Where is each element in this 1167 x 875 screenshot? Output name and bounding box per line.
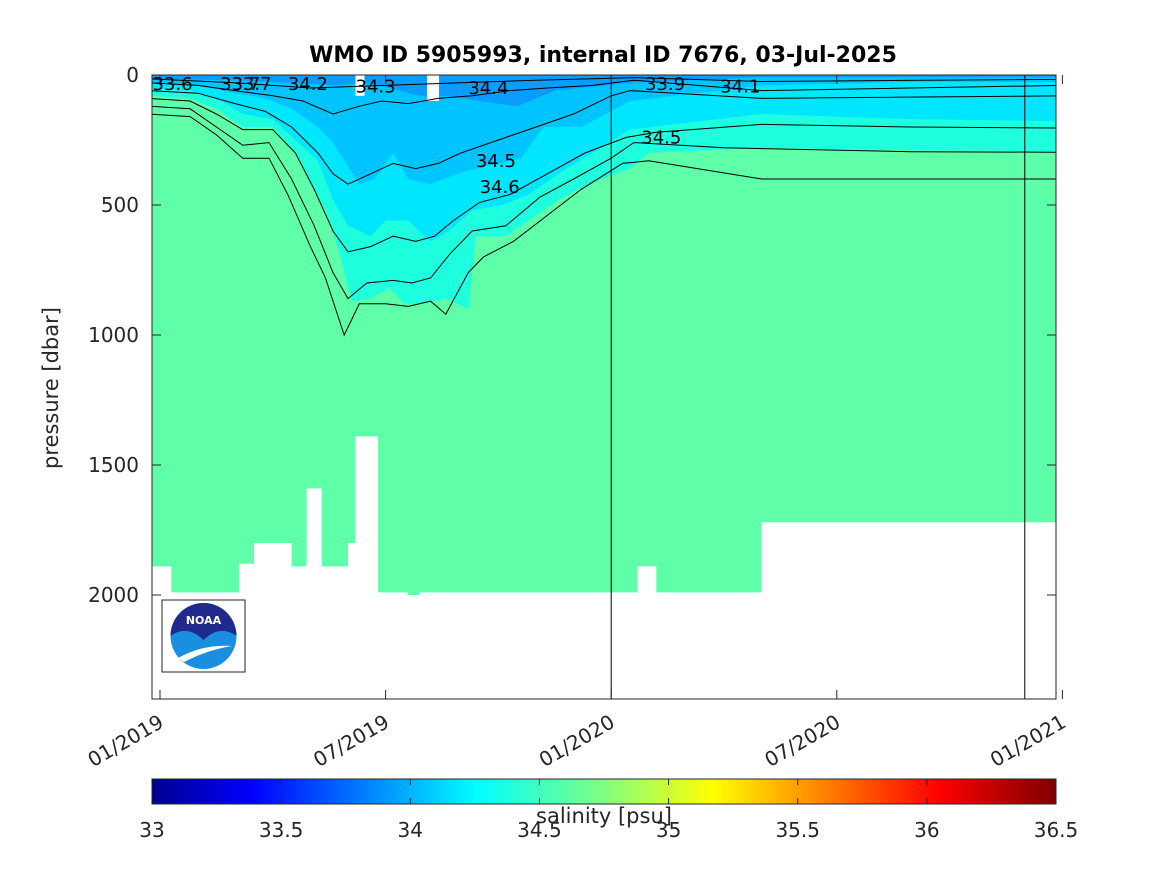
x-tick-label: 01/2021 (986, 710, 1070, 772)
contour-label: 34.6 (480, 177, 520, 198)
contour-label: 33.7 (231, 74, 271, 95)
colorbar-tick-label: 36 (914, 818, 939, 842)
salinity-fill-regions (152, 75, 1056, 595)
x-tick-label: 07/2019 (309, 710, 393, 772)
colorbar-tick-label: 35 (656, 818, 681, 842)
plot-frame (151, 74, 1057, 700)
y-tick-label: 1000 (88, 323, 139, 347)
profile-gap-lines (610, 75, 1026, 699)
contour-labels: 33.6 33.733.7 34.2 34.3 34.4 34.5 34.5 34.6 33.9… (152, 74, 760, 198)
y-tick-label: 1500 (88, 453, 139, 477)
contour-line (152, 98, 1056, 253)
colorbar-gradient (151, 778, 1057, 805)
colorbar-tick-label: 33.5 (259, 818, 304, 842)
x-tick-label: 01/2020 (535, 710, 619, 772)
colorbar-label: salinity [psu] (536, 804, 672, 828)
contour-line (152, 90, 1056, 185)
contour-label: 33.7 (220, 74, 260, 95)
gap-surface-b (426, 75, 439, 101)
y-tick-label: 0 (126, 63, 139, 87)
y-axis: 0 500 1000 1500 2000 (88, 63, 1056, 607)
contour-label: 33.9 (645, 74, 685, 95)
colorbar: 33 33.5 34 34.5 35 35.5 36 36.5 salinity [psu] (139, 778, 1078, 842)
logo-gull (178, 645, 232, 662)
noaa-logo: NOAA (161, 599, 246, 673)
contour-label: 34.5 (641, 128, 681, 149)
contour-line (152, 105, 1056, 300)
colorbar-tick-label: 36.5 (1034, 818, 1079, 842)
x-tick-label: 07/2020 (760, 710, 844, 772)
contour-line (152, 79, 1056, 115)
y-tick-label: 500 (101, 193, 139, 217)
plot-area (152, 75, 1056, 699)
colorbar-tick-label: 34.5 (517, 818, 562, 842)
colorbar-tick-label: 34 (398, 818, 423, 842)
colorbar-tick-label: 33 (139, 818, 164, 842)
y-tick-label: 2000 (88, 583, 139, 607)
x-tick-label: 01/2019 (84, 710, 168, 772)
contour-label: 34.2 (288, 74, 328, 95)
contour-label: 34.1 (720, 77, 760, 98)
gap-surface-a (355, 75, 365, 96)
contour-label: 34.3 (356, 77, 396, 98)
y-axis-label: pressure [dbar] (39, 307, 63, 469)
contour-label: 33.6 (152, 74, 192, 95)
contour-line (152, 113, 1056, 337)
fill-34-1 (152, 75, 1056, 107)
logo-top (170, 603, 237, 640)
chart-title: WMO ID 5905993, internal ID 7676, 03-Jul… (309, 43, 897, 68)
logo-text: NOAA (186, 614, 222, 627)
contour-label: 34.4 (468, 78, 508, 99)
colorbar-ticks: 33 33.5 34 34.5 35 35.5 36 36.5 (139, 779, 1078, 842)
contour-label: 34.5 (476, 151, 516, 172)
colorbar-tick-label: 35.5 (775, 818, 820, 842)
